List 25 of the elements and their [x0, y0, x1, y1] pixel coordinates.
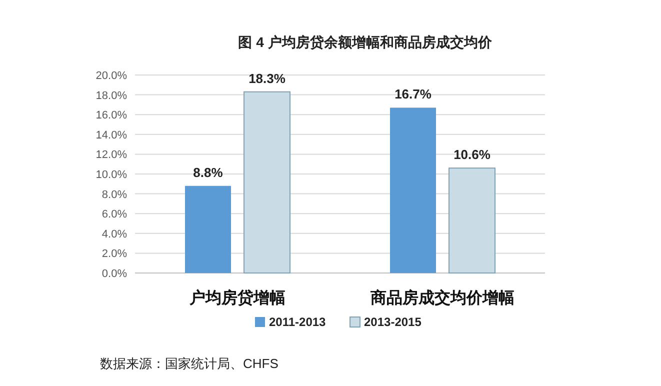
chart-title: 图 4 户均房贷余额增幅和商品房成交均价 — [238, 34, 493, 50]
y-tick-label: 18.0% — [96, 90, 128, 102]
y-tick-label: 16.0% — [96, 110, 128, 122]
y-tick-label: 2.0% — [102, 248, 128, 260]
y-tick-label: 6.0% — [102, 208, 128, 221]
data-label: 16.7% — [394, 86, 432, 102]
y-tick-label: 8.0% — [102, 188, 128, 201]
x-tick-label: 商品房成交均价增幅 — [370, 288, 514, 307]
y-tick-label: 4.0% — [102, 228, 128, 240]
x-tick-label: 户均房贷增幅 — [188, 288, 286, 307]
data-label: 10.6% — [454, 147, 491, 162]
bar — [390, 108, 436, 273]
bar — [185, 186, 231, 273]
data-label: 8.8% — [193, 164, 224, 180]
y-tick-label: 10.0% — [96, 169, 128, 181]
y-tick-label: 0.0% — [102, 268, 128, 280]
data-label: 18.3% — [248, 70, 286, 86]
legend-label: 2013-2015 — [364, 315, 422, 329]
bar — [244, 91, 290, 274]
y-tick-label: 12.0% — [96, 149, 128, 162]
source-note: 数据来源：国家统计局、CHFS — [100, 356, 279, 371]
y-tick-label: 20.0% — [96, 70, 128, 82]
legend-label: 2011-2013 — [269, 315, 326, 329]
y-tick-label: 14.0% — [96, 129, 128, 142]
bar — [448, 168, 496, 274]
